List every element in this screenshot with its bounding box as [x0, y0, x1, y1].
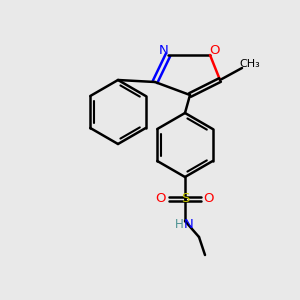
Text: O: O — [204, 193, 214, 206]
Text: O: O — [156, 193, 166, 206]
Text: N: N — [184, 218, 194, 230]
Text: S: S — [181, 193, 189, 206]
Text: CH₃: CH₃ — [240, 59, 260, 69]
Text: O: O — [209, 44, 219, 56]
Text: H: H — [175, 218, 183, 230]
Text: N: N — [159, 44, 169, 56]
